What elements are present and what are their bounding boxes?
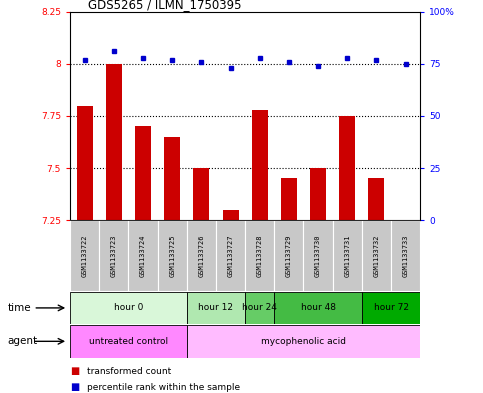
Text: time: time — [7, 303, 31, 313]
Text: GDS5265 / ILMN_1750395: GDS5265 / ILMN_1750395 — [87, 0, 241, 11]
Text: hour 48: hour 48 — [300, 303, 336, 312]
Text: GSM1133727: GSM1133727 — [227, 234, 234, 277]
Text: GSM1133729: GSM1133729 — [286, 234, 292, 277]
Text: GSM1133731: GSM1133731 — [344, 234, 350, 277]
Bar — [339, 116, 355, 220]
Text: hour 12: hour 12 — [199, 303, 233, 312]
Text: GSM1133723: GSM1133723 — [111, 234, 117, 277]
Bar — [223, 209, 239, 220]
Bar — [216, 220, 245, 291]
Bar — [362, 292, 420, 324]
Bar — [252, 110, 268, 220]
Bar — [187, 220, 216, 291]
Bar — [70, 325, 187, 358]
Text: mycophenolic acid: mycophenolic acid — [261, 337, 346, 346]
Bar — [99, 220, 128, 291]
Bar — [369, 178, 384, 220]
Bar — [281, 178, 297, 220]
Bar — [303, 220, 333, 291]
Text: agent: agent — [7, 336, 37, 346]
Text: untreated control: untreated control — [89, 337, 168, 346]
Text: GSM1133725: GSM1133725 — [169, 234, 175, 277]
Text: GSM1133732: GSM1133732 — [373, 234, 380, 277]
Bar — [187, 292, 245, 324]
Text: ■: ■ — [70, 382, 79, 392]
Bar — [333, 220, 362, 291]
Bar — [128, 220, 157, 291]
Text: hour 72: hour 72 — [373, 303, 409, 312]
Bar — [70, 220, 99, 291]
Bar — [135, 126, 151, 220]
Bar — [77, 105, 93, 220]
Bar — [157, 220, 187, 291]
Text: hour 0: hour 0 — [114, 303, 143, 312]
Text: transformed count: transformed count — [87, 367, 171, 376]
Bar — [193, 168, 209, 220]
Text: hour 24: hour 24 — [242, 303, 277, 312]
Bar — [164, 137, 180, 220]
Bar — [245, 292, 274, 324]
Bar — [245, 220, 274, 291]
Text: GSM1133730: GSM1133730 — [315, 234, 321, 277]
Bar — [70, 292, 187, 324]
Text: GSM1133726: GSM1133726 — [199, 234, 204, 277]
Bar — [274, 292, 362, 324]
Text: ■: ■ — [70, 366, 79, 376]
Text: GSM1133722: GSM1133722 — [82, 234, 87, 277]
Text: GSM1133733: GSM1133733 — [403, 234, 409, 277]
Bar — [310, 168, 326, 220]
Bar — [187, 325, 420, 358]
Text: GSM1133728: GSM1133728 — [256, 234, 263, 277]
Bar — [274, 220, 303, 291]
Bar — [391, 220, 420, 291]
Text: GSM1133724: GSM1133724 — [140, 234, 146, 277]
Bar — [106, 64, 122, 220]
Bar — [362, 220, 391, 291]
Text: percentile rank within the sample: percentile rank within the sample — [87, 383, 240, 391]
